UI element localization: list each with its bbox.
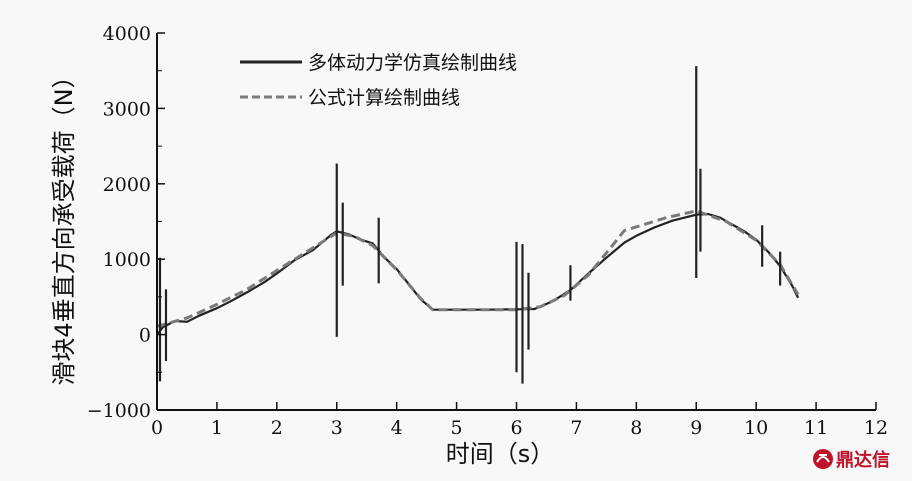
x-tick-label: 9	[690, 417, 702, 439]
watermark-icon-glyph	[816, 454, 830, 463]
y-tick-label: −1000	[87, 400, 151, 422]
x-tick-label: 10	[744, 417, 768, 439]
series-layer	[156, 209, 800, 336]
x-tick-label: 8	[630, 417, 642, 439]
legend-label-simulation: 多体动力学仿真绘制曲线	[308, 52, 517, 74]
x-tick-label: 6	[510, 417, 522, 439]
legend-label-formula: 公式计算绘制曲线	[308, 87, 460, 109]
legend: 多体动力学仿真绘制曲线 公式计算绘制曲线	[240, 52, 517, 109]
series-simulation-line	[156, 212, 800, 336]
x-tick-label: 11	[804, 417, 828, 439]
y-axis-title: 滑块4垂直方向承受载荷（N）	[50, 64, 78, 385]
y-tick-label: 2000	[103, 174, 151, 196]
x-tick-label: 5	[451, 417, 463, 439]
x-axis-title: 时间（s）	[446, 440, 555, 468]
y-tick-label: 4000	[103, 23, 151, 45]
watermark-text: 鼎达信	[836, 449, 890, 471]
x-tick-label: 2	[271, 417, 283, 439]
x-tick-label: 12	[864, 417, 888, 439]
y-tick-label: 3000	[103, 98, 151, 120]
x-tick-label: 1	[211, 417, 223, 439]
y-tick-label: 0	[139, 325, 151, 347]
watermark-icon	[813, 449, 833, 469]
x-tick-label: 7	[570, 417, 582, 439]
x-tick-label: 4	[391, 417, 403, 439]
x-tick-label: 0	[151, 417, 163, 439]
y-tick-label: 1000	[103, 249, 151, 271]
watermark-logo: 鼎达信	[813, 449, 890, 471]
x-tick-label: 3	[331, 417, 343, 439]
spike-layer	[158, 66, 782, 384]
